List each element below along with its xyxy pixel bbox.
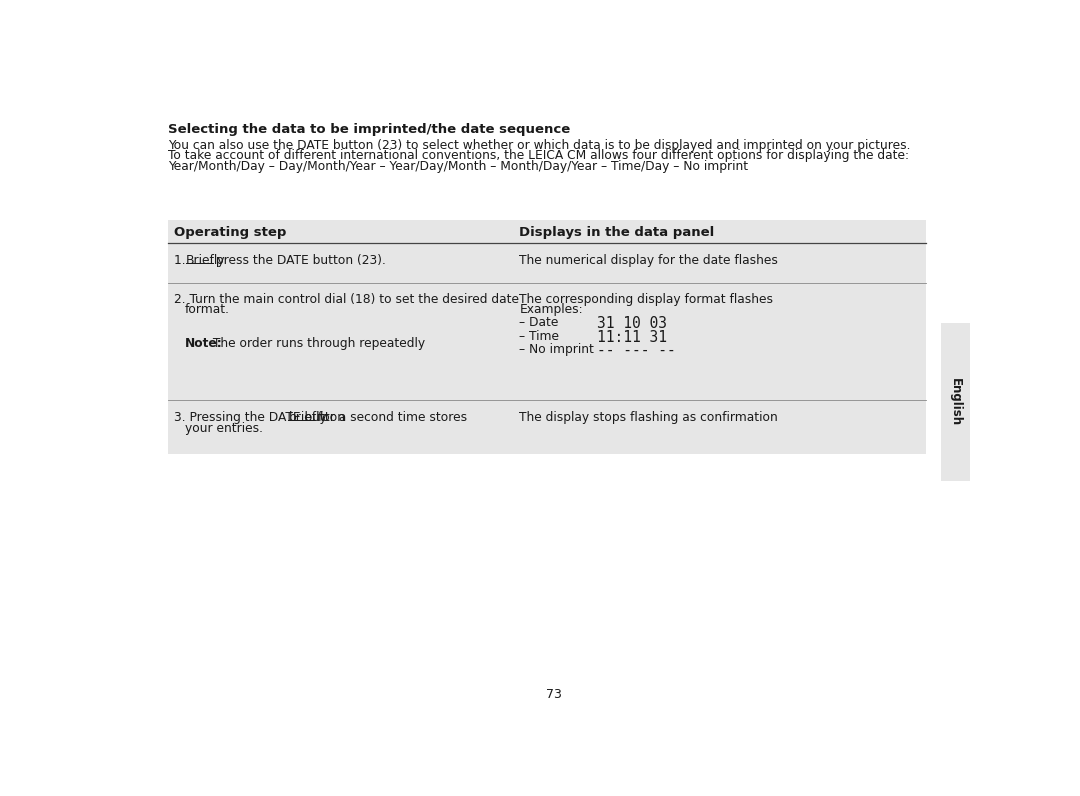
Text: Note:: Note: <box>185 338 222 350</box>
Text: your entries.: your entries. <box>185 422 262 435</box>
Text: – Date: – Date <box>519 316 558 329</box>
Text: Year/Month/Day – Day/Month/Year – Year/Day/Month – Month/Day/Year – Time/Day – N: Year/Month/Day – Day/Month/Year – Year/D… <box>167 160 747 174</box>
Text: briefly: briefly <box>288 412 327 424</box>
Text: format.: format. <box>185 303 230 317</box>
Bar <box>167 220 926 455</box>
Text: Displays in the data panel: Displays in the data panel <box>519 226 715 240</box>
Text: 31 10 03: 31 10 03 <box>597 316 667 331</box>
Text: – No imprint: – No imprint <box>519 343 594 357</box>
Text: Operating step: Operating step <box>174 226 286 240</box>
Text: The corresponding display format flashes: The corresponding display format flashes <box>519 293 773 306</box>
Text: English: English <box>949 377 962 426</box>
Text: You can also use the DATE button (23) to select whether or which data is to be d: You can also use the DATE button (23) to… <box>167 139 910 152</box>
Text: Examples:: Examples: <box>519 303 583 317</box>
Text: The order runs through repeatedly: The order runs through repeatedly <box>210 338 426 350</box>
Text: for a second time stores: for a second time stores <box>314 412 468 424</box>
Text: -- --- --: -- --- -- <box>597 343 676 358</box>
Text: – Time: – Time <box>519 330 559 342</box>
Text: 11:11 31: 11:11 31 <box>597 330 667 345</box>
Text: 3. Pressing the DATE button: 3. Pressing the DATE button <box>174 412 349 424</box>
Text: 1.: 1. <box>174 254 189 267</box>
Text: The display stops flashing as confirmation: The display stops flashing as confirmati… <box>519 412 779 424</box>
Text: press the DATE button (23).: press the DATE button (23). <box>213 254 387 267</box>
Bar <box>941 322 971 481</box>
Text: Briefly: Briefly <box>186 254 226 267</box>
Text: 73: 73 <box>545 689 562 701</box>
Text: 2. Turn the main control dial (18) to set the desired date: 2. Turn the main control dial (18) to se… <box>174 293 518 306</box>
Text: Selecting the data to be imprinted/the date sequence: Selecting the data to be imprinted/the d… <box>167 123 570 136</box>
Text: The numerical display for the date flashes: The numerical display for the date flash… <box>519 254 779 267</box>
Text: To take account of different international conventions, the LEICA CM allows four: To take account of different internation… <box>167 150 908 162</box>
